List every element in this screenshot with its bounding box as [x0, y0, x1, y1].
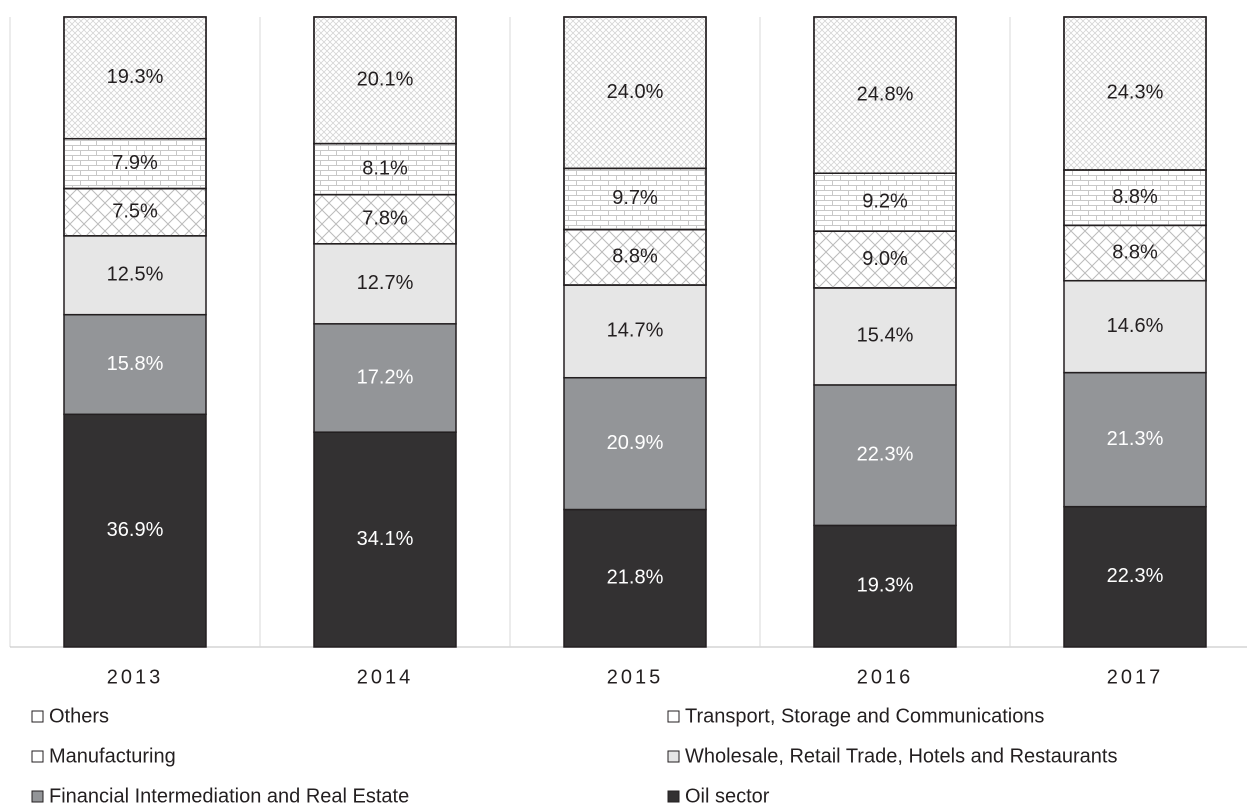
data-label: 14.7% [607, 320, 664, 342]
bar-segment [313, 323, 457, 433]
bar-pattern [313, 16, 457, 145]
data-label: 8.8% [612, 246, 658, 268]
bar-segment [813, 287, 957, 386]
bar-pattern [563, 16, 707, 170]
x-tick-label: 2015 [607, 666, 664, 688]
bar-segment [813, 384, 957, 527]
data-label: 21.8% [607, 567, 664, 589]
data-label: 7.9% [112, 152, 158, 174]
bar-pattern [63, 16, 207, 140]
x-tick-label: 2014 [357, 666, 414, 688]
data-label: 17.2% [357, 366, 414, 388]
data-label: 24.0% [607, 81, 664, 103]
legend-label: Oil sector [685, 785, 770, 807]
data-label: 7.5% [112, 200, 158, 222]
bar-pattern [63, 187, 207, 237]
legend-swatch [31, 750, 44, 763]
data-label: 9.0% [862, 248, 908, 270]
legend-swatch [31, 710, 44, 723]
data-label: 19.3% [107, 66, 164, 88]
data-label: 22.3% [857, 443, 914, 465]
data-label: 20.1% [357, 69, 414, 91]
legend-swatch [667, 710, 680, 723]
data-label: 8.1% [362, 157, 408, 179]
bar-segment [1063, 371, 1207, 508]
legend-label: Wholesale, Retail Trade, Hotels and Rest… [685, 745, 1117, 767]
data-label: 24.3% [1107, 82, 1164, 104]
legend-label: Manufacturing [49, 745, 176, 767]
bar-segment [63, 235, 207, 316]
data-label: 20.9% [607, 432, 664, 454]
legend-swatch [667, 790, 680, 803]
data-label: 36.9% [107, 519, 164, 541]
data-label: 9.7% [612, 187, 658, 209]
data-label: 8.8% [1112, 241, 1158, 263]
bar-segment [813, 524, 957, 648]
data-label: 19.3% [857, 574, 914, 596]
data-label: 14.6% [1107, 315, 1164, 337]
bar-pattern [313, 142, 457, 196]
data-label: 15.4% [857, 325, 914, 347]
bar-pattern [813, 230, 957, 289]
data-label: 12.5% [107, 264, 164, 286]
bar-segment [563, 284, 707, 379]
x-tick-label: 2016 [857, 666, 914, 688]
bar-segment [563, 508, 707, 648]
bar-pattern [63, 137, 207, 190]
legend-label: Financial Intermediation and Real Estate [49, 785, 409, 807]
data-label: 7.8% [362, 208, 408, 230]
data-label: 8.8% [1112, 186, 1158, 208]
x-tick-label: 2013 [107, 666, 164, 688]
bar-segment [313, 243, 457, 325]
bar-pattern [1063, 224, 1207, 282]
bar-pattern [563, 167, 707, 231]
x-tick-label: 2017 [1107, 666, 1164, 688]
bar-segment [313, 431, 457, 648]
bar-pattern [813, 172, 957, 232]
bar-pattern [1063, 16, 1207, 171]
bar-segment [63, 413, 207, 648]
bar-segment [563, 376, 707, 511]
legend-label: Others [49, 705, 109, 727]
legend-swatch [667, 750, 680, 763]
data-label: 22.3% [1107, 565, 1164, 587]
data-label: 24.8% [857, 83, 914, 105]
legend-swatch [31, 790, 44, 803]
bar-pattern [1063, 169, 1207, 227]
data-label: 21.3% [1107, 428, 1164, 450]
data-label: 9.2% [862, 191, 908, 213]
bar-pattern [813, 16, 957, 174]
bar-segment [1063, 279, 1207, 374]
data-label: 12.7% [357, 272, 414, 294]
bar-segment [1063, 505, 1207, 648]
data-label: 34.1% [357, 528, 414, 550]
data-label: 15.8% [107, 353, 164, 375]
legend-label: Transport, Storage and Communications [685, 705, 1044, 727]
